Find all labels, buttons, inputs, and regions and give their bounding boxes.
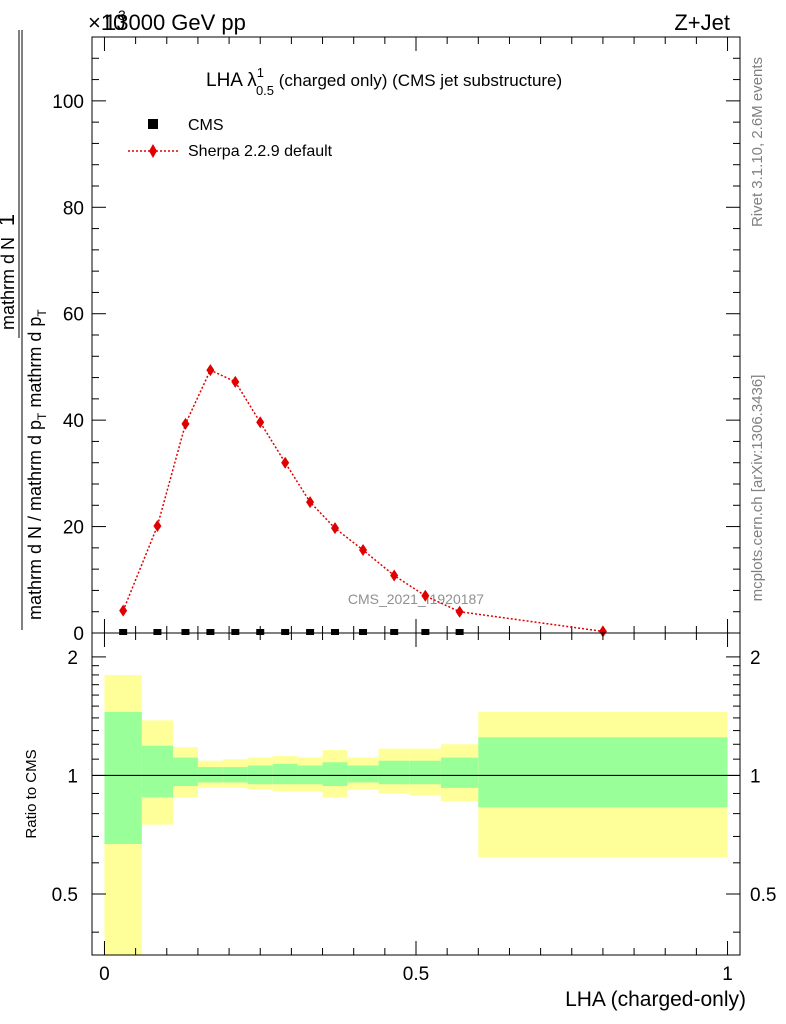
ratio-y-axis-label: Ratio to CMS xyxy=(23,749,40,838)
cms-point xyxy=(306,629,315,635)
y-label-left-part: mathrm d N / mathrm d pT mathrm d pT xyxy=(25,309,49,620)
header-energy: 13000 GeV pp xyxy=(104,10,246,35)
cms-series-points xyxy=(119,629,464,635)
x-tick-labels: 0 0.5 1 xyxy=(99,964,733,985)
main-y-tick-label: 0 xyxy=(73,624,84,645)
ratio-panel-ticks xyxy=(92,633,740,955)
plot-title: LHA λ1 0.5 (charged only) (CMS jet substr… xyxy=(206,65,562,98)
sherpa-series-line xyxy=(122,369,604,633)
ratio-band-inner xyxy=(141,745,173,798)
y-label-numerator: 1 xyxy=(0,214,19,226)
cms-point xyxy=(206,629,215,635)
sherpa-point xyxy=(119,604,128,617)
header-process: Z+Jet xyxy=(674,10,730,35)
cms-point xyxy=(281,629,290,635)
cms-point xyxy=(153,629,162,635)
ratio-y-tick-label-right: 2 xyxy=(750,648,761,669)
ratio-band-inner xyxy=(478,737,728,808)
main-y-tick-label: 60 xyxy=(63,305,84,326)
y-multiplier-exponent: 3 xyxy=(118,7,126,23)
ratio-band-inner xyxy=(322,762,348,787)
ratio-band-inner xyxy=(440,757,479,788)
cms-point xyxy=(231,629,240,635)
cms-point xyxy=(256,629,265,635)
sherpa-point xyxy=(256,416,265,429)
sherpa-point xyxy=(598,625,607,638)
ratio-y-tick-label-right: 0.5 xyxy=(750,885,776,906)
x-axis-label: LHA (charged-only) xyxy=(565,988,746,1011)
cms-point xyxy=(455,629,464,635)
ratio-band-inner xyxy=(173,757,198,787)
ratio-y-tick-labels: 0.5 0.5 1 1 2 2 xyxy=(52,648,777,906)
legend-sherpa-label: Sherpa 2.2.9 default xyxy=(188,143,333,160)
y-label-right-numerator: mathrm dN xyxy=(0,237,18,330)
ratio-band-inner xyxy=(347,765,379,783)
plot-title-sub: 0.5 xyxy=(256,83,274,98)
plot-title-main: LHA λ xyxy=(206,70,257,91)
analysis-watermark: CMS_2021_I1920187 xyxy=(348,591,484,607)
ratio-y-tick-label: 0.5 xyxy=(52,885,78,906)
ratio-y-tick-label-right: 1 xyxy=(750,766,761,787)
ratio-band-inner xyxy=(197,767,223,783)
sherpa-point xyxy=(421,589,430,602)
main-panel-ticks xyxy=(92,36,740,634)
cms-point xyxy=(331,629,339,635)
legend-cms-marker xyxy=(148,119,158,129)
legend-cms-label: CMS xyxy=(188,117,224,134)
main-y-tick-labels: 0 20 40 60 80 100 xyxy=(52,92,84,645)
cms-point xyxy=(359,629,368,635)
mcplots-label: mcplots.cern.ch [arXiv:1306.3436] xyxy=(749,375,766,602)
ratio-bands xyxy=(104,674,728,955)
cms-point xyxy=(421,629,430,635)
main-y-tick-label: 20 xyxy=(63,518,84,539)
cms-point xyxy=(390,629,399,635)
sherpa-series-points xyxy=(119,364,607,638)
sherpa-point xyxy=(153,520,162,533)
sherpa-point xyxy=(306,496,315,509)
sherpa-point xyxy=(390,569,399,582)
main-y-tick-label: 100 xyxy=(52,92,84,113)
ratio-band-inner xyxy=(409,760,441,785)
ratio-band-inner xyxy=(222,767,248,783)
sherpa-point xyxy=(281,456,290,469)
ratio-band-inner xyxy=(104,711,142,844)
legend-sherpa-marker xyxy=(149,144,157,158)
x-tick-label: 1 xyxy=(722,964,733,985)
main-y-axis-label: 1 mathrm d N / mathrm d pT mathrm d pT m… xyxy=(0,30,49,630)
rivet-label: Rivet 3.1.10, 2.6M events xyxy=(749,57,766,227)
main-y-tick-label: 40 xyxy=(63,411,84,432)
main-y-tick-label: 80 xyxy=(63,198,84,219)
ratio-y-tick-label: 2 xyxy=(67,648,78,669)
sherpa-point xyxy=(455,605,464,618)
sherpa-point xyxy=(231,375,240,388)
ratio-band-inner xyxy=(378,760,410,785)
cms-point xyxy=(181,629,190,635)
legend: CMS Sherpa 2.2.9 default xyxy=(128,117,333,160)
y-multiplier: ×10 xyxy=(88,10,125,35)
x-tick-label: 0 xyxy=(99,964,110,985)
x-tick-label: 0.5 xyxy=(403,964,429,985)
ratio-y-tick-label: 1 xyxy=(67,766,78,787)
cms-point xyxy=(119,629,128,635)
plot-title-sup: 1 xyxy=(257,65,264,80)
sherpa-point xyxy=(359,543,368,556)
plot-title-rest: (charged only) (CMS jet substructure) xyxy=(274,71,562,90)
ratio-band-inner xyxy=(272,763,298,785)
sherpa-point xyxy=(331,522,339,535)
sherpa-point xyxy=(181,417,190,430)
sherpa-point xyxy=(206,364,215,377)
